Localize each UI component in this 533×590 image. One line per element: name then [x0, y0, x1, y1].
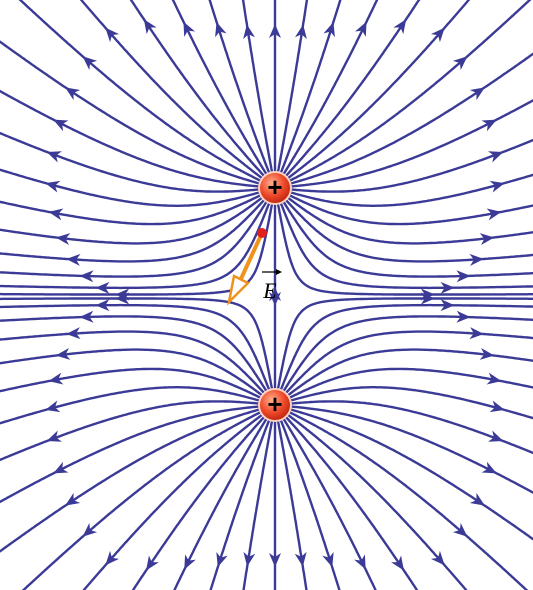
field-arrow	[146, 555, 159, 570]
field-arrow	[65, 493, 80, 506]
field-line	[290, 409, 533, 543]
field-arrow	[470, 87, 485, 100]
field-line	[0, 38, 260, 184]
field-line	[289, 195, 533, 224]
field-diagram: E + +	[0, 0, 533, 590]
field-arrow	[144, 19, 157, 34]
field-line	[0, 316, 267, 391]
charge-sign: +	[267, 389, 282, 419]
test-point	[257, 228, 267, 238]
field-line	[0, 202, 267, 277]
field-line	[290, 50, 533, 184]
field-line	[0, 168, 260, 206]
field-line	[289, 369, 533, 398]
field-line	[0, 350, 262, 396]
vector-head	[229, 276, 248, 302]
field-line	[0, 369, 261, 398]
field-line	[0, 195, 261, 224]
charge-sign: +	[267, 172, 282, 202]
field-arrow	[65, 87, 80, 100]
field-arrow	[391, 555, 404, 570]
field-line	[0, 387, 260, 425]
vector-label: E	[262, 278, 277, 303]
field-arrow	[393, 19, 406, 34]
field-line	[288, 0, 474, 178]
field-arrow	[470, 493, 485, 506]
charge: +	[259, 172, 291, 204]
field-line	[0, 198, 262, 244]
vector-bar-head	[276, 269, 282, 275]
charge: +	[259, 389, 291, 421]
field-line	[77, 0, 263, 178]
field-line	[0, 409, 260, 555]
